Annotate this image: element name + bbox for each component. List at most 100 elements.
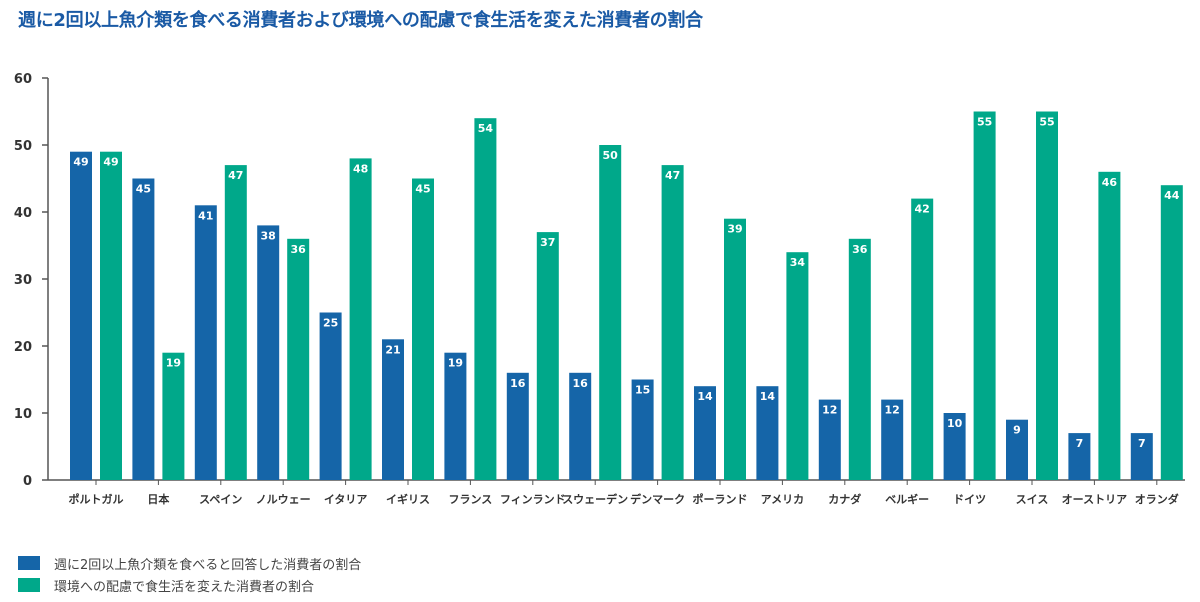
bar-environment [1160, 185, 1183, 480]
legend: 週に2回以上魚介類を食べると回答した消費者の割合 環境への配慮で食生活を変えた消… [18, 552, 361, 596]
data-label: 46 [1102, 176, 1118, 189]
bar-environment [973, 111, 996, 480]
x-tick-label: フランス [449, 493, 493, 506]
x-tick-label: スウェーデン [562, 492, 628, 506]
bar-fish [818, 399, 841, 480]
data-label: 49 [103, 156, 118, 169]
data-label: 41 [198, 209, 213, 222]
y-tick-label: 60 [14, 72, 32, 87]
bar-environment [1098, 171, 1121, 481]
bar-fish [319, 312, 342, 480]
data-label: 19 [448, 357, 463, 370]
x-tick-label: オランダ [1135, 492, 1179, 506]
data-label: 38 [261, 229, 276, 242]
bar-fish [257, 225, 280, 480]
bar-environment [848, 238, 871, 480]
bar-fish [382, 339, 404, 480]
bar-environment [162, 352, 185, 480]
data-label: 25 [323, 317, 338, 330]
data-label: 12 [885, 404, 900, 417]
data-label: 54 [478, 122, 494, 135]
x-tick-label: ベルギー [885, 492, 929, 506]
y-tick-label: 50 [14, 139, 32, 154]
bar-environment [786, 252, 809, 480]
data-label: 47 [665, 169, 680, 182]
bar-environment [1036, 111, 1058, 480]
x-tick-label: デンマーク [630, 492, 685, 506]
data-label: 49 [73, 156, 88, 169]
data-label: 15 [635, 384, 650, 397]
y-tick-label: 0 [23, 474, 32, 489]
legend-label-fish: 週に2回以上魚介類を食べると回答した消費者の割合 [54, 557, 362, 573]
bar-fish [881, 399, 904, 480]
x-tick-label: アメリカ [761, 493, 804, 506]
bar-environment [349, 158, 372, 480]
y-tick-label: 30 [14, 273, 32, 288]
bar-fish [1130, 433, 1153, 480]
data-label: 48 [353, 162, 368, 175]
data-label: 34 [790, 256, 806, 269]
bar-fish [506, 372, 529, 480]
bar-fish [756, 386, 779, 480]
bar-environment [599, 145, 622, 480]
legend-item-environment: 環境への配慮で食生活を変えた消費者の割合 [18, 574, 361, 596]
bar-environment [100, 151, 122, 480]
bar-fish [132, 178, 155, 480]
data-label: 16 [573, 377, 589, 390]
data-label: 37 [540, 236, 555, 249]
x-tick-label: ドイツ [953, 493, 986, 506]
bar-environment [911, 198, 934, 480]
x-tick-label: 日本 [147, 492, 169, 506]
legend-swatch-environment [18, 578, 40, 592]
data-label: 42 [915, 203, 930, 216]
legend-label-environment: 環境への配慮で食生活を変えた消費者の割合 [54, 579, 315, 595]
data-label: 36 [852, 243, 868, 256]
y-tick-label: 20 [14, 340, 32, 355]
data-label: 7 [1076, 437, 1084, 450]
data-label: 9 [1013, 424, 1021, 437]
data-label: 14 [760, 390, 776, 403]
bar-fish [194, 205, 217, 481]
bar-environment [224, 165, 247, 480]
bar-fish [444, 352, 467, 480]
x-tick-label: カナダ [828, 492, 861, 506]
x-tick-label: ノルウェー [256, 493, 311, 506]
data-label: 45 [415, 183, 430, 196]
bar-fish [569, 372, 592, 480]
legend-item-fish: 週に2回以上魚介類を食べると回答した消費者の割合 [18, 552, 361, 574]
bar-environment [724, 218, 746, 480]
data-label: 55 [1039, 116, 1054, 129]
bar-fish [70, 151, 92, 480]
y-tick-label: 40 [14, 206, 32, 221]
bar-fish [631, 379, 654, 480]
data-label: 21 [385, 343, 400, 356]
data-label: 19 [166, 357, 181, 370]
bar-fish [694, 386, 716, 480]
x-tick-label: イギリス [386, 492, 430, 506]
bar-environment [536, 232, 559, 480]
data-label: 7 [1138, 437, 1146, 450]
bar-fish [1068, 433, 1091, 480]
x-tick-label: フィンランド [500, 493, 566, 506]
data-label: 45 [136, 183, 151, 196]
bar-fish [943, 413, 966, 480]
y-tick-label: 10 [14, 407, 32, 422]
data-label: 12 [822, 404, 837, 417]
data-label: 16 [510, 377, 526, 390]
data-label: 14 [697, 390, 713, 403]
bar-environment [287, 238, 310, 480]
data-label: 50 [603, 149, 619, 162]
x-tick-label: スペイン [199, 493, 242, 506]
data-label: 36 [291, 243, 307, 256]
x-tick-label: スイス [1016, 493, 1049, 506]
data-label: 39 [727, 223, 742, 236]
x-tick-label: ポルトガル [69, 492, 124, 506]
x-tick-label: イタリア [324, 493, 368, 506]
bar-fish [1006, 419, 1028, 480]
data-label: 44 [1164, 189, 1180, 202]
data-label: 47 [228, 169, 243, 182]
legend-swatch-fish [18, 556, 40, 570]
data-label: 10 [947, 417, 963, 430]
data-label: 55 [977, 116, 992, 129]
chart-title: 週に2回以上魚介類を食べる消費者および環境への配慮で食生活を変えた消費者の割合 [18, 10, 703, 31]
